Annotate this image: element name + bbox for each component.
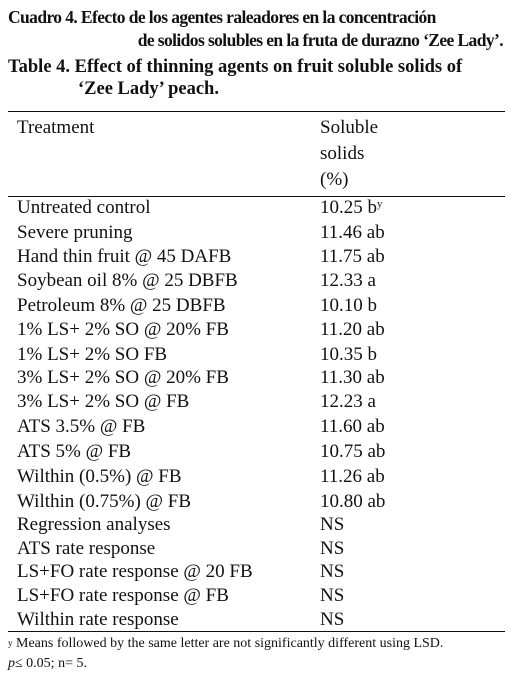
column-header-solids-line-2: solids	[320, 143, 365, 164]
footnote-line-1: y Means followed by the same letter are …	[8, 634, 508, 654]
soluble-solids-value: NS	[320, 538, 345, 559]
caption-english-line-1: Table 4. Effect of thinning agents on fr…	[8, 57, 463, 77]
soluble-solids-cell: 11.60 ab	[320, 415, 385, 438]
column-header-solids-line-3: (%)	[320, 169, 349, 190]
footnote-mark: y	[8, 638, 13, 648]
treatment-cell: Severe pruning	[17, 222, 133, 243]
soluble-solids-value: 11.46 ab	[320, 222, 385, 243]
table-row: Hand thin fruit @ 45 DAFB 11.75 ab	[17, 245, 505, 268]
treatment-cell: ATS 5% @ FB	[17, 441, 132, 462]
soluble-solids-value: 12.23 a	[320, 391, 376, 412]
treatment-cell: Wilthin rate response	[17, 609, 179, 630]
treatment-cell: Wilthin (0.75%) @ FB	[17, 491, 192, 512]
treatment-cell: ATS rate response	[17, 538, 156, 559]
treatment-cell: Regression analyses	[17, 514, 171, 535]
soluble-solids-value: 10.10 b	[320, 295, 377, 316]
caption-spanish-line-2: de solidos solubles en la fruta de duraz…	[137, 30, 504, 50]
soluble-solids-cell: 10.35 b	[320, 343, 377, 366]
soluble-solids-cell: 12.33 a	[320, 269, 376, 292]
soluble-solids-cell: 11.20 ab	[320, 318, 385, 341]
treatment-cell: Hand thin fruit @ 45 DAFB	[17, 246, 232, 267]
soluble-solids-value: 12.33 a	[320, 270, 376, 291]
table-top-rule	[8, 111, 505, 112]
treatment-cell: 3% LS+ 2% SO @ FB	[17, 391, 190, 412]
soluble-solids-cell: 11.30 ab	[320, 366, 385, 389]
table-row: Wilthin (0.5%) @ FB 11.26 ab	[17, 465, 505, 488]
table-row: Soybean oil 8% @ 25 DBFB 12.33 a	[17, 269, 505, 292]
treatment-cell: Untreated control	[17, 197, 151, 218]
soluble-solids-value: 11.26 ab	[320, 466, 385, 487]
column-header-solids-line-1: Soluble	[320, 117, 379, 138]
treatment-cell: 1% LS+ 2% SO FB	[17, 344, 168, 365]
soluble-solids-cell: 11.75 ab	[320, 245, 385, 268]
soluble-solids-value: 11.20 ab	[320, 319, 385, 340]
table-row: ATS rate response NS	[17, 537, 505, 560]
soluble-solids-cell: NS	[320, 608, 344, 631]
caption-english: Table 4. Effect of thinning agents on fr…	[8, 56, 508, 100]
table-row: Regression analyses NS	[17, 513, 505, 536]
table-row: Severe pruning 11.46 ab	[17, 221, 505, 244]
soluble-solids-cell: NS	[320, 513, 344, 536]
table-row: 1% LS+ 2% SO FB 10.35 b	[17, 343, 505, 366]
soluble-solids-cell: NS	[320, 560, 344, 583]
footnote-text: Means followed by the same letter are no…	[16, 636, 444, 651]
table-row: LS+FO rate response @ FB NS	[17, 584, 505, 607]
soluble-solids-value: NS	[320, 585, 345, 606]
table-row: LS+FO rate response @ 20 FB NS	[17, 560, 505, 583]
table-row: Petroleum 8% @ 25 DBFB 10.10 b	[17, 294, 505, 317]
soluble-solids-value: NS	[320, 514, 345, 535]
table-row: ATS 3.5% @ FB 11.60 ab	[17, 415, 505, 438]
treatment-cell: LS+FO rate response @ 20 FB	[17, 561, 253, 582]
treatment-cell: 1% LS+ 2% SO @ 20% FB	[17, 319, 229, 340]
caption-spanish-line-1: Cuadro 4. Efecto de los agentes raleador…	[8, 7, 436, 27]
footnote-p-symbol: p	[8, 656, 15, 671]
table-row: 1% LS+ 2% SO @ 20% FB 11.20 ab	[17, 318, 505, 341]
soluble-solids-value: 11.75 ab	[320, 246, 385, 267]
soluble-solids-cell: 10.25 by	[320, 196, 383, 219]
table-row: 3% LS+ 2% SO @ 20% FB 11.30 ab	[17, 366, 505, 389]
treatment-cell: LS+FO rate response @ FB	[17, 585, 229, 606]
soluble-solids-value: NS	[320, 561, 345, 582]
soluble-solids-value: 10.80 ab	[320, 491, 386, 512]
soluble-solids-cell: 11.46 ab	[320, 221, 385, 244]
soluble-solids-cell: 10.75 ab	[320, 440, 385, 463]
soluble-solids-cell: 12.23 a	[320, 390, 376, 413]
soluble-solids-value: NS	[320, 609, 345, 630]
soluble-solids-cell: 11.26 ab	[320, 465, 385, 488]
table-row: Wilthin (0.75%) @ FB 10.80 ab	[17, 490, 505, 513]
caption-english-line-2: ‘Zee Lady’ peach.	[78, 79, 219, 99]
soluble-solids-value: 11.30 ab	[320, 367, 385, 388]
soluble-solids-value: 10.25 b	[320, 197, 377, 218]
treatment-cell: 3% LS+ 2% SO @ 20% FB	[17, 367, 229, 388]
footnote-significance: ≤ 0.05; n= 5.	[15, 656, 87, 671]
soluble-solids-cell: NS	[320, 584, 344, 607]
column-header-treatment: Treatment	[17, 117, 95, 138]
table-bottom-rule	[8, 631, 505, 632]
soluble-solids-value: 10.35 b	[320, 344, 377, 365]
treatment-cell: Petroleum 8% @ 25 DBFB	[17, 295, 226, 316]
treatment-cell: Soybean oil 8% @ 25 DBFB	[17, 270, 238, 291]
caption-spanish: Cuadro 4. Efecto de los agentes raleador…	[8, 6, 505, 52]
soluble-solids-cell: NS	[320, 537, 344, 560]
soluble-solids-cell: 10.10 b	[320, 294, 377, 317]
soluble-solids-value: 10.75 ab	[320, 441, 386, 462]
treatment-cell: ATS 3.5% @ FB	[17, 416, 146, 437]
table-row: ATS 5% @ FB 10.75 ab	[17, 440, 505, 463]
footnote-line-2: p≤ 0.05; n= 5.	[8, 654, 508, 674]
table-header-rule	[8, 196, 505, 197]
soluble-solids-value: 11.60 ab	[320, 416, 385, 437]
table-row: 3% LS+ 2% SO @ FB 12.23 a	[17, 390, 505, 413]
treatment-cell: Wilthin (0.5%) @ FB	[17, 466, 182, 487]
soluble-solids-cell: 10.80 ab	[320, 490, 385, 513]
footnote-reference-mark: y	[377, 198, 383, 210]
table-footnote: y Means followed by the same letter are …	[8, 634, 508, 674]
table-row: Wilthin rate response NS	[17, 608, 505, 631]
column-header-soluble-solids: Soluble solids (%)	[320, 115, 410, 193]
table-row: Untreated control 10.25 by	[17, 196, 505, 219]
